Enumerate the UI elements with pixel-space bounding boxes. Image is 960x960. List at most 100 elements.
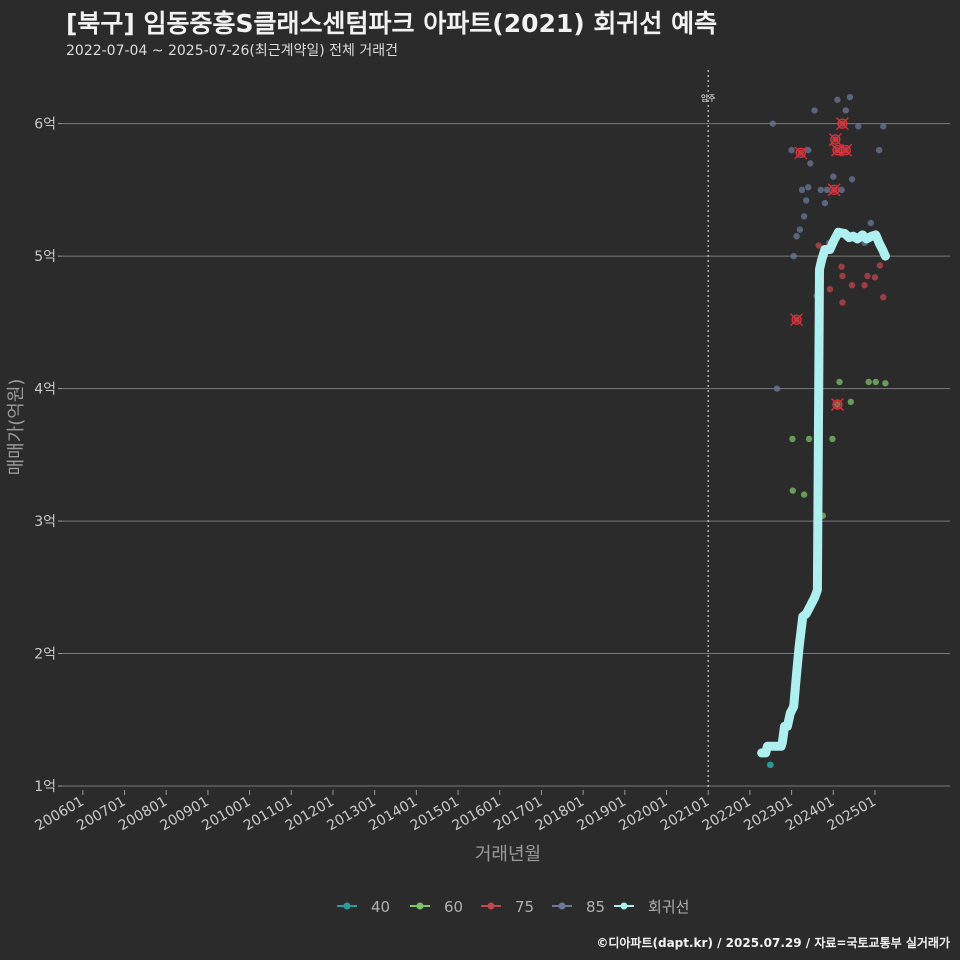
source-caption: ©디아파트(dapt.kr) / 2025.07.29 / 자료=국토교통부 실… xyxy=(596,936,950,950)
point-85 xyxy=(875,146,883,154)
highlight-marker xyxy=(830,143,844,157)
legend-swatch-dot xyxy=(487,902,495,910)
point-85 xyxy=(821,199,829,207)
point-85 xyxy=(800,213,808,220)
highlight-cross xyxy=(835,117,849,131)
point-60 xyxy=(847,398,854,406)
x-tick-label: 202501 xyxy=(825,794,879,835)
point-60 xyxy=(882,380,889,387)
legend-swatch-dot xyxy=(558,902,566,910)
highlight-ring xyxy=(791,314,802,325)
point-85 xyxy=(798,186,806,194)
y-tick-label: 6억 xyxy=(34,117,56,133)
point-85 xyxy=(788,146,795,154)
legend: 40 60 75 85 회귀선 xyxy=(337,898,689,916)
point-75 xyxy=(826,286,834,293)
legend-label: 75 xyxy=(515,898,534,916)
point-60 xyxy=(829,435,836,443)
move-in-label: 입주 xyxy=(701,94,716,103)
legend-swatch-dot xyxy=(343,902,351,910)
legend-label: 회귀선 xyxy=(648,898,689,916)
point-85 xyxy=(823,186,831,194)
highlight-cross xyxy=(828,133,842,146)
legend-item-40: 40 xyxy=(337,898,390,916)
y-tick-label: 4억 xyxy=(34,382,56,398)
point-85 xyxy=(838,186,845,194)
highlight-ring xyxy=(828,184,840,196)
point-75 xyxy=(876,262,884,269)
point-60 xyxy=(789,487,797,494)
highlight-ring xyxy=(832,144,843,156)
point-75 xyxy=(839,299,846,306)
regression-line xyxy=(757,227,890,758)
highlight-cross xyxy=(790,313,804,327)
point-85 xyxy=(769,120,777,127)
point-85 xyxy=(867,219,874,227)
point-40 xyxy=(767,761,774,769)
highlight-ring xyxy=(837,118,848,129)
point-75 xyxy=(864,272,871,280)
y-tick-label: 1억 xyxy=(34,779,56,795)
point-85 xyxy=(805,146,812,154)
point-85 xyxy=(796,226,804,233)
point-75 xyxy=(838,263,845,270)
point-75 xyxy=(839,272,846,280)
scatter-points xyxy=(766,93,889,769)
x-axis: 2006012007012008012009012010012011012012… xyxy=(33,790,879,834)
legend-swatch-dot xyxy=(416,902,424,910)
highlight-marker xyxy=(827,183,841,197)
point-85 xyxy=(880,123,887,130)
point-75 xyxy=(815,242,822,249)
point-60 xyxy=(789,435,796,443)
point-75 xyxy=(861,282,868,289)
point-85 xyxy=(793,233,800,240)
highlight-markers xyxy=(790,117,853,411)
move-in-annotation: 입주 xyxy=(701,70,716,790)
chart-title: [북구] 임동중흥S클래스센텀파크 아파트(2021) 회귀선 예측 xyxy=(66,9,718,38)
point-75 xyxy=(848,282,856,289)
point-60 xyxy=(836,378,843,386)
point-85 xyxy=(848,176,856,183)
highlight-cross xyxy=(830,143,844,157)
y-tick-label: 2억 xyxy=(34,647,56,663)
point-85 xyxy=(807,160,814,167)
legend-item-85: 85 xyxy=(552,898,605,916)
point-85 xyxy=(855,123,862,130)
highlight-ring xyxy=(795,147,806,158)
point-60 xyxy=(865,378,872,386)
highlight-marker xyxy=(794,146,808,160)
x-axis-title: 거래년월 xyxy=(475,844,541,865)
point-75 xyxy=(880,293,887,301)
point-85 xyxy=(773,385,781,392)
point-85 xyxy=(842,107,849,114)
point-85 xyxy=(805,184,812,191)
legend-item-회귀선: 회귀선 xyxy=(614,898,689,916)
highlight-cross xyxy=(827,183,841,197)
legend-label: 40 xyxy=(371,898,390,916)
point-85 xyxy=(811,107,818,114)
highlight-cross xyxy=(794,146,808,160)
y-tick-label: 5억 xyxy=(34,249,56,265)
regression-line-group xyxy=(757,227,890,758)
y-axis: 1억 2억 3억 4억 5억 6억 xyxy=(34,117,62,795)
highlight-marker xyxy=(830,398,844,411)
point-85 xyxy=(846,93,854,101)
point-85 xyxy=(790,252,797,260)
highlight-marker xyxy=(790,313,804,327)
highlight-cross xyxy=(830,398,844,411)
point-60 xyxy=(872,378,879,386)
point-85 xyxy=(830,173,837,180)
point-85 xyxy=(802,197,810,204)
highlight-ring xyxy=(832,399,843,410)
y-axis-title: 매매가(억원) xyxy=(6,379,27,476)
highlight-marker xyxy=(828,133,842,146)
chart-subtitle: 2022-07-04 ~ 2025-07-26(최근계약일) 전체 거래건 xyxy=(66,43,398,59)
legend-item-75: 75 xyxy=(481,898,534,916)
point-60 xyxy=(800,491,808,498)
y-tick-label: 3억 xyxy=(34,514,56,530)
legend-label: 60 xyxy=(444,898,463,916)
point-85 xyxy=(834,96,841,103)
legend-label: 85 xyxy=(586,898,605,916)
point-60 xyxy=(805,435,813,443)
